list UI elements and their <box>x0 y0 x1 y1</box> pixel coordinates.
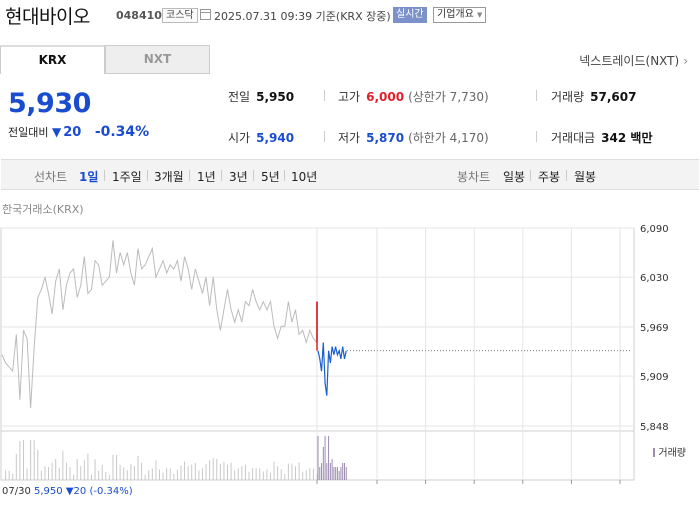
stock-code: 048410 <box>116 9 162 22</box>
change-rate: -0.34% <box>94 124 150 140</box>
stat-prev-close: 전일 5,950 <box>228 88 294 105</box>
change-value: 20 <box>63 125 82 140</box>
stat-amount: 거래대금 342 백만 <box>551 129 652 146</box>
prev-day-line <box>1 240 318 409</box>
period-10y[interactable]: 10년 <box>291 170 318 184</box>
stock-name: 현대바이오 <box>5 6 90 28</box>
divider <box>324 90 325 101</box>
calendar-icon <box>200 9 211 20</box>
down-triangle-icon: ▼ <box>51 125 62 139</box>
divider <box>284 170 285 181</box>
period-5y[interactable]: 5년 <box>261 170 280 184</box>
volume-legend-label: 거래량 <box>658 448 686 459</box>
stat-label: 거래량 <box>551 90 585 104</box>
divider <box>253 170 254 181</box>
summary-change: ▼20 <box>65 486 87 497</box>
stat-open: 시가 5,940 <box>228 129 294 146</box>
stat-label: 전일 <box>228 90 251 104</box>
divider <box>536 131 537 142</box>
y-tick-label: 5,969 <box>640 323 669 334</box>
period-1w[interactable]: 1주일 <box>112 170 142 184</box>
period-3m[interactable]: 3개월 <box>154 170 184 184</box>
corp-info-label: 기업개요 <box>437 9 474 20</box>
period-bar: 선차트 1일 1주일 3개월 1년 3년 5년 10년 봉차트 일봉 주봉 월봉 <box>1 159 699 190</box>
stat-value: 6,000 <box>366 90 405 104</box>
stock-header: 현대바이오 048410 코스닥 2025.07.31 09:39 기준(KRX… <box>0 0 700 32</box>
divider <box>536 90 537 101</box>
nxt-trade-link[interactable]: 넥스트레이드(NXT) › <box>579 52 688 69</box>
stat-label: 저가 <box>338 131 361 145</box>
divider <box>324 131 325 142</box>
volume-legend-swatch <box>653 448 656 457</box>
price-chart[interactable]: 6,0906,0305,9695,9095,84807/3110:0011:00… <box>0 218 700 486</box>
chevron-right-icon: › <box>683 54 688 68</box>
exchange-tabs: KRX NXT <box>0 45 210 74</box>
stat-value: 5,940 <box>256 131 295 145</box>
stat-value: 5,870 <box>366 131 405 145</box>
tab-krx[interactable]: KRX <box>0 45 105 74</box>
nxt-trade-label: 넥스트레이드(NXT) <box>579 54 680 68</box>
corp-info-dropdown[interactable]: 기업개요 ▼ <box>433 7 487 23</box>
prev-day-summary: 07/30 5,950 ▼20 (-0.34%) <box>2 486 133 497</box>
period-1y[interactable]: 1년 <box>197 170 216 184</box>
lower-limit: (하한가 4,170) <box>408 131 489 145</box>
candle-daily[interactable]: 일봉 <box>503 170 526 184</box>
stat-value: 342 백만 <box>601 131 653 145</box>
divider <box>104 170 105 181</box>
summary-close: 5,950 <box>34 486 63 497</box>
divider <box>189 170 190 181</box>
stat-low: 저가 5,870 (하한가 4,170) <box>338 129 489 146</box>
candle-chart-label: 봉차트 <box>457 170 491 184</box>
stat-value: 57,607 <box>590 90 637 104</box>
candle-weekly[interactable]: 주봉 <box>538 170 561 184</box>
summary-rate: (-0.34%) <box>89 486 133 497</box>
stat-volume: 거래량 57,607 <box>551 88 636 105</box>
realtime-button[interactable]: 실시간 <box>393 7 427 23</box>
current-price: 5,930 <box>8 88 91 119</box>
price-change: 전일대비 ▼ 20 -0.34% <box>8 124 149 140</box>
period-1d[interactable]: 1일 <box>79 170 99 184</box>
stat-label: 시가 <box>228 131 251 145</box>
tab-nxt[interactable]: NXT <box>105 45 210 74</box>
period-3y[interactable]: 3년 <box>229 170 248 184</box>
summary-date: 07/30 <box>2 486 31 497</box>
y-tick-label: 6,030 <box>640 273 669 284</box>
y-tick-label: 6,090 <box>640 224 669 235</box>
stat-value: 5,950 <box>256 90 295 104</box>
stat-high: 고가 6,000 (상한가 7,730) <box>338 88 489 105</box>
line-chart-label: 선차트 <box>34 170 68 184</box>
today-line <box>317 342 347 396</box>
volume-legend: 거래량 <box>653 444 686 459</box>
y-tick-label: 5,909 <box>640 372 669 383</box>
market-badge: 코스닥 <box>162 8 198 23</box>
chart-exchange-label: 한국거래소(KRX) <box>2 203 84 216</box>
upper-limit: (상한가 7,730) <box>408 90 489 104</box>
stat-label: 거래대금 <box>551 131 596 145</box>
divider <box>530 170 531 181</box>
divider <box>566 170 567 181</box>
quote-datetime: 2025.07.31 09:39 기준(KRX 장중) <box>214 10 391 23</box>
divider <box>221 170 222 181</box>
divider <box>147 170 148 181</box>
stat-label: 고가 <box>338 90 361 104</box>
change-label: 전일대비 <box>8 126 49 139</box>
y-tick-label: 5,848 <box>640 422 669 433</box>
chevron-down-icon: ▼ <box>477 11 483 19</box>
candle-monthly[interactable]: 월봉 <box>574 170 597 184</box>
